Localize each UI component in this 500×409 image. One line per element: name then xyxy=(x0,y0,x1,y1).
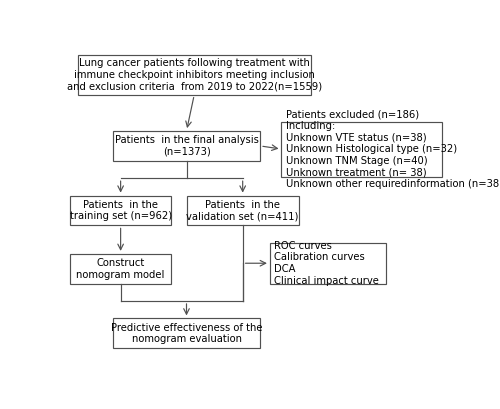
Text: Patients  in the
validation set (n=411): Patients in the validation set (n=411) xyxy=(186,200,299,221)
FancyBboxPatch shape xyxy=(70,196,171,225)
FancyBboxPatch shape xyxy=(282,121,442,177)
Text: Construct
nomogram model: Construct nomogram model xyxy=(76,258,165,279)
Text: Lung cancer patients following treatment with
immune checkpoint inhibitors meeti: Lung cancer patients following treatment… xyxy=(66,58,322,92)
Text: Patients  in the
training set (n=962): Patients in the training set (n=962) xyxy=(70,200,172,221)
Text: ROC curves
Calibration curves
DCA
Clinical impact curve: ROC curves Calibration curves DCA Clinic… xyxy=(274,241,380,285)
Text: Patients  in the final analysis
(n=1373): Patients in the final analysis (n=1373) xyxy=(114,135,258,157)
FancyBboxPatch shape xyxy=(186,196,299,225)
FancyBboxPatch shape xyxy=(70,254,171,284)
FancyBboxPatch shape xyxy=(78,55,310,95)
FancyBboxPatch shape xyxy=(113,318,260,348)
FancyBboxPatch shape xyxy=(270,243,386,284)
FancyBboxPatch shape xyxy=(113,131,260,161)
Text: Patients excluded (n=186)
Including:
Unknown VTE status (n=38)
Unknown Histologi: Patients excluded (n=186) Including: Unk… xyxy=(286,109,500,189)
Text: Predictive effectiveness of the
nomogram evaluation: Predictive effectiveness of the nomogram… xyxy=(111,323,262,344)
